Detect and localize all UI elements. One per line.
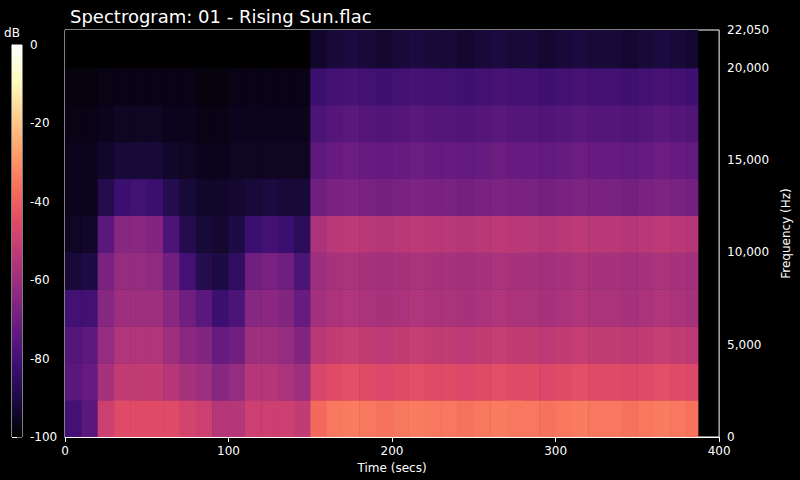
svg-text:0: 0 [30, 38, 38, 52]
svg-text:15,000: 15,000 [727, 153, 769, 167]
svg-text:Frequency (Hz): Frequency (Hz) [779, 188, 793, 279]
svg-text:400: 400 [708, 444, 731, 458]
svg-text:-100: -100 [30, 430, 57, 444]
svg-text:-20: -20 [30, 116, 50, 130]
svg-text:5,000: 5,000 [727, 338, 761, 352]
svg-text:Spectrogram: 01 - Rising Sun.f: Spectrogram: 01 - Rising Sun.flac [70, 6, 372, 27]
svg-text:20,000: 20,000 [727, 61, 769, 75]
svg-text:-40: -40 [30, 195, 50, 209]
svg-text:10,000: 10,000 [727, 245, 769, 259]
svg-text:0: 0 [61, 444, 69, 458]
svg-text:-80: -80 [30, 352, 50, 366]
svg-text:22,050: 22,050 [727, 23, 769, 37]
svg-text:Time (secs): Time (secs) [357, 461, 427, 475]
svg-text:100: 100 [217, 444, 240, 458]
svg-text:300: 300 [544, 444, 567, 458]
svg-text:200: 200 [381, 444, 404, 458]
svg-text:-60: -60 [30, 273, 50, 287]
svg-text:0: 0 [727, 430, 735, 444]
svg-text:dB: dB [4, 26, 20, 40]
